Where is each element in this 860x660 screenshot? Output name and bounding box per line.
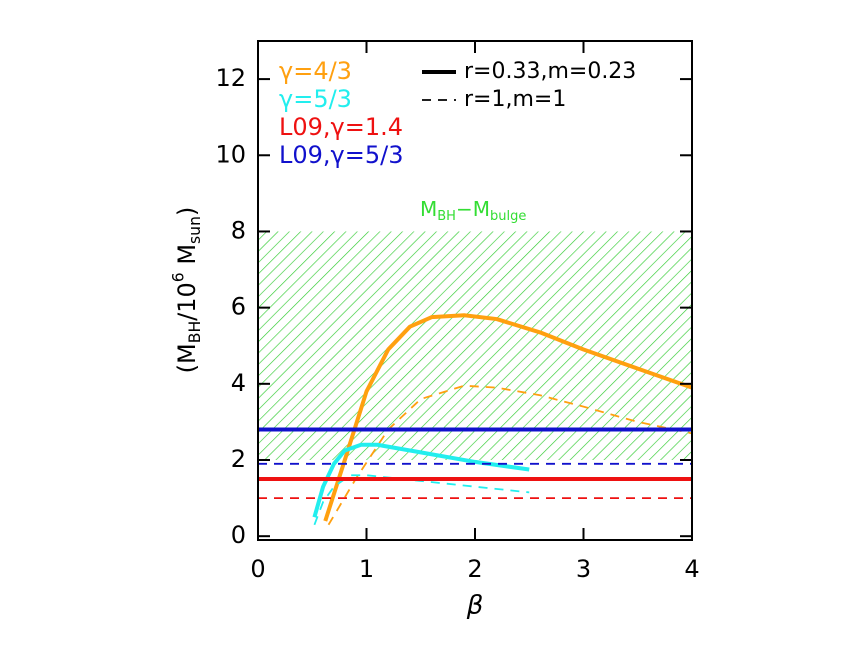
rich-label: (MBH/106 Msun): [169, 207, 204, 374]
label-part: /10: [173, 282, 201, 321]
y-tick-label: 8: [231, 216, 246, 244]
x-tick-label: 3: [576, 555, 591, 583]
label-part: BH: [437, 209, 456, 224]
label-part: (M: [173, 343, 201, 373]
y-tick-label: 4: [231, 369, 246, 397]
y-tick-label: 12: [215, 64, 246, 92]
legend-label: r=1,m=1: [464, 87, 566, 112]
label-part: ): [173, 207, 201, 216]
legend-label: γ=4/3: [279, 57, 352, 85]
legend-label: L09,γ=5/3: [279, 141, 403, 169]
legend-label: γ=5/3: [279, 85, 352, 113]
series-line: [323, 313, 693, 522]
x-tick-label: 4: [684, 555, 699, 583]
label-part: 6: [169, 272, 187, 282]
x-tick-label: 0: [250, 555, 265, 583]
x-tick-label: 2: [467, 555, 482, 583]
label-part: BH: [186, 321, 204, 343]
label-part: M: [173, 244, 201, 272]
band: [258, 231, 692, 461]
label-part: bulge: [490, 209, 526, 224]
legend-label: r=0.33,m=0.23: [464, 59, 636, 84]
x-axis-label: β: [466, 591, 484, 621]
series-line: [327, 384, 693, 526]
series-line: [313, 474, 530, 526]
legend-label: L09,γ=1.4: [279, 113, 403, 141]
y-tick-label: 6: [231, 293, 246, 321]
rich-label: MBH−Mbulge: [420, 197, 526, 224]
label-part: −M: [456, 197, 490, 221]
y-tick-label: 0: [231, 521, 246, 549]
y-tick-label: 2: [231, 445, 246, 473]
label-part: sun: [186, 216, 204, 244]
label-part: M: [420, 197, 437, 221]
y-tick-label: 10: [215, 140, 246, 168]
x-tick-label: 1: [359, 555, 374, 583]
